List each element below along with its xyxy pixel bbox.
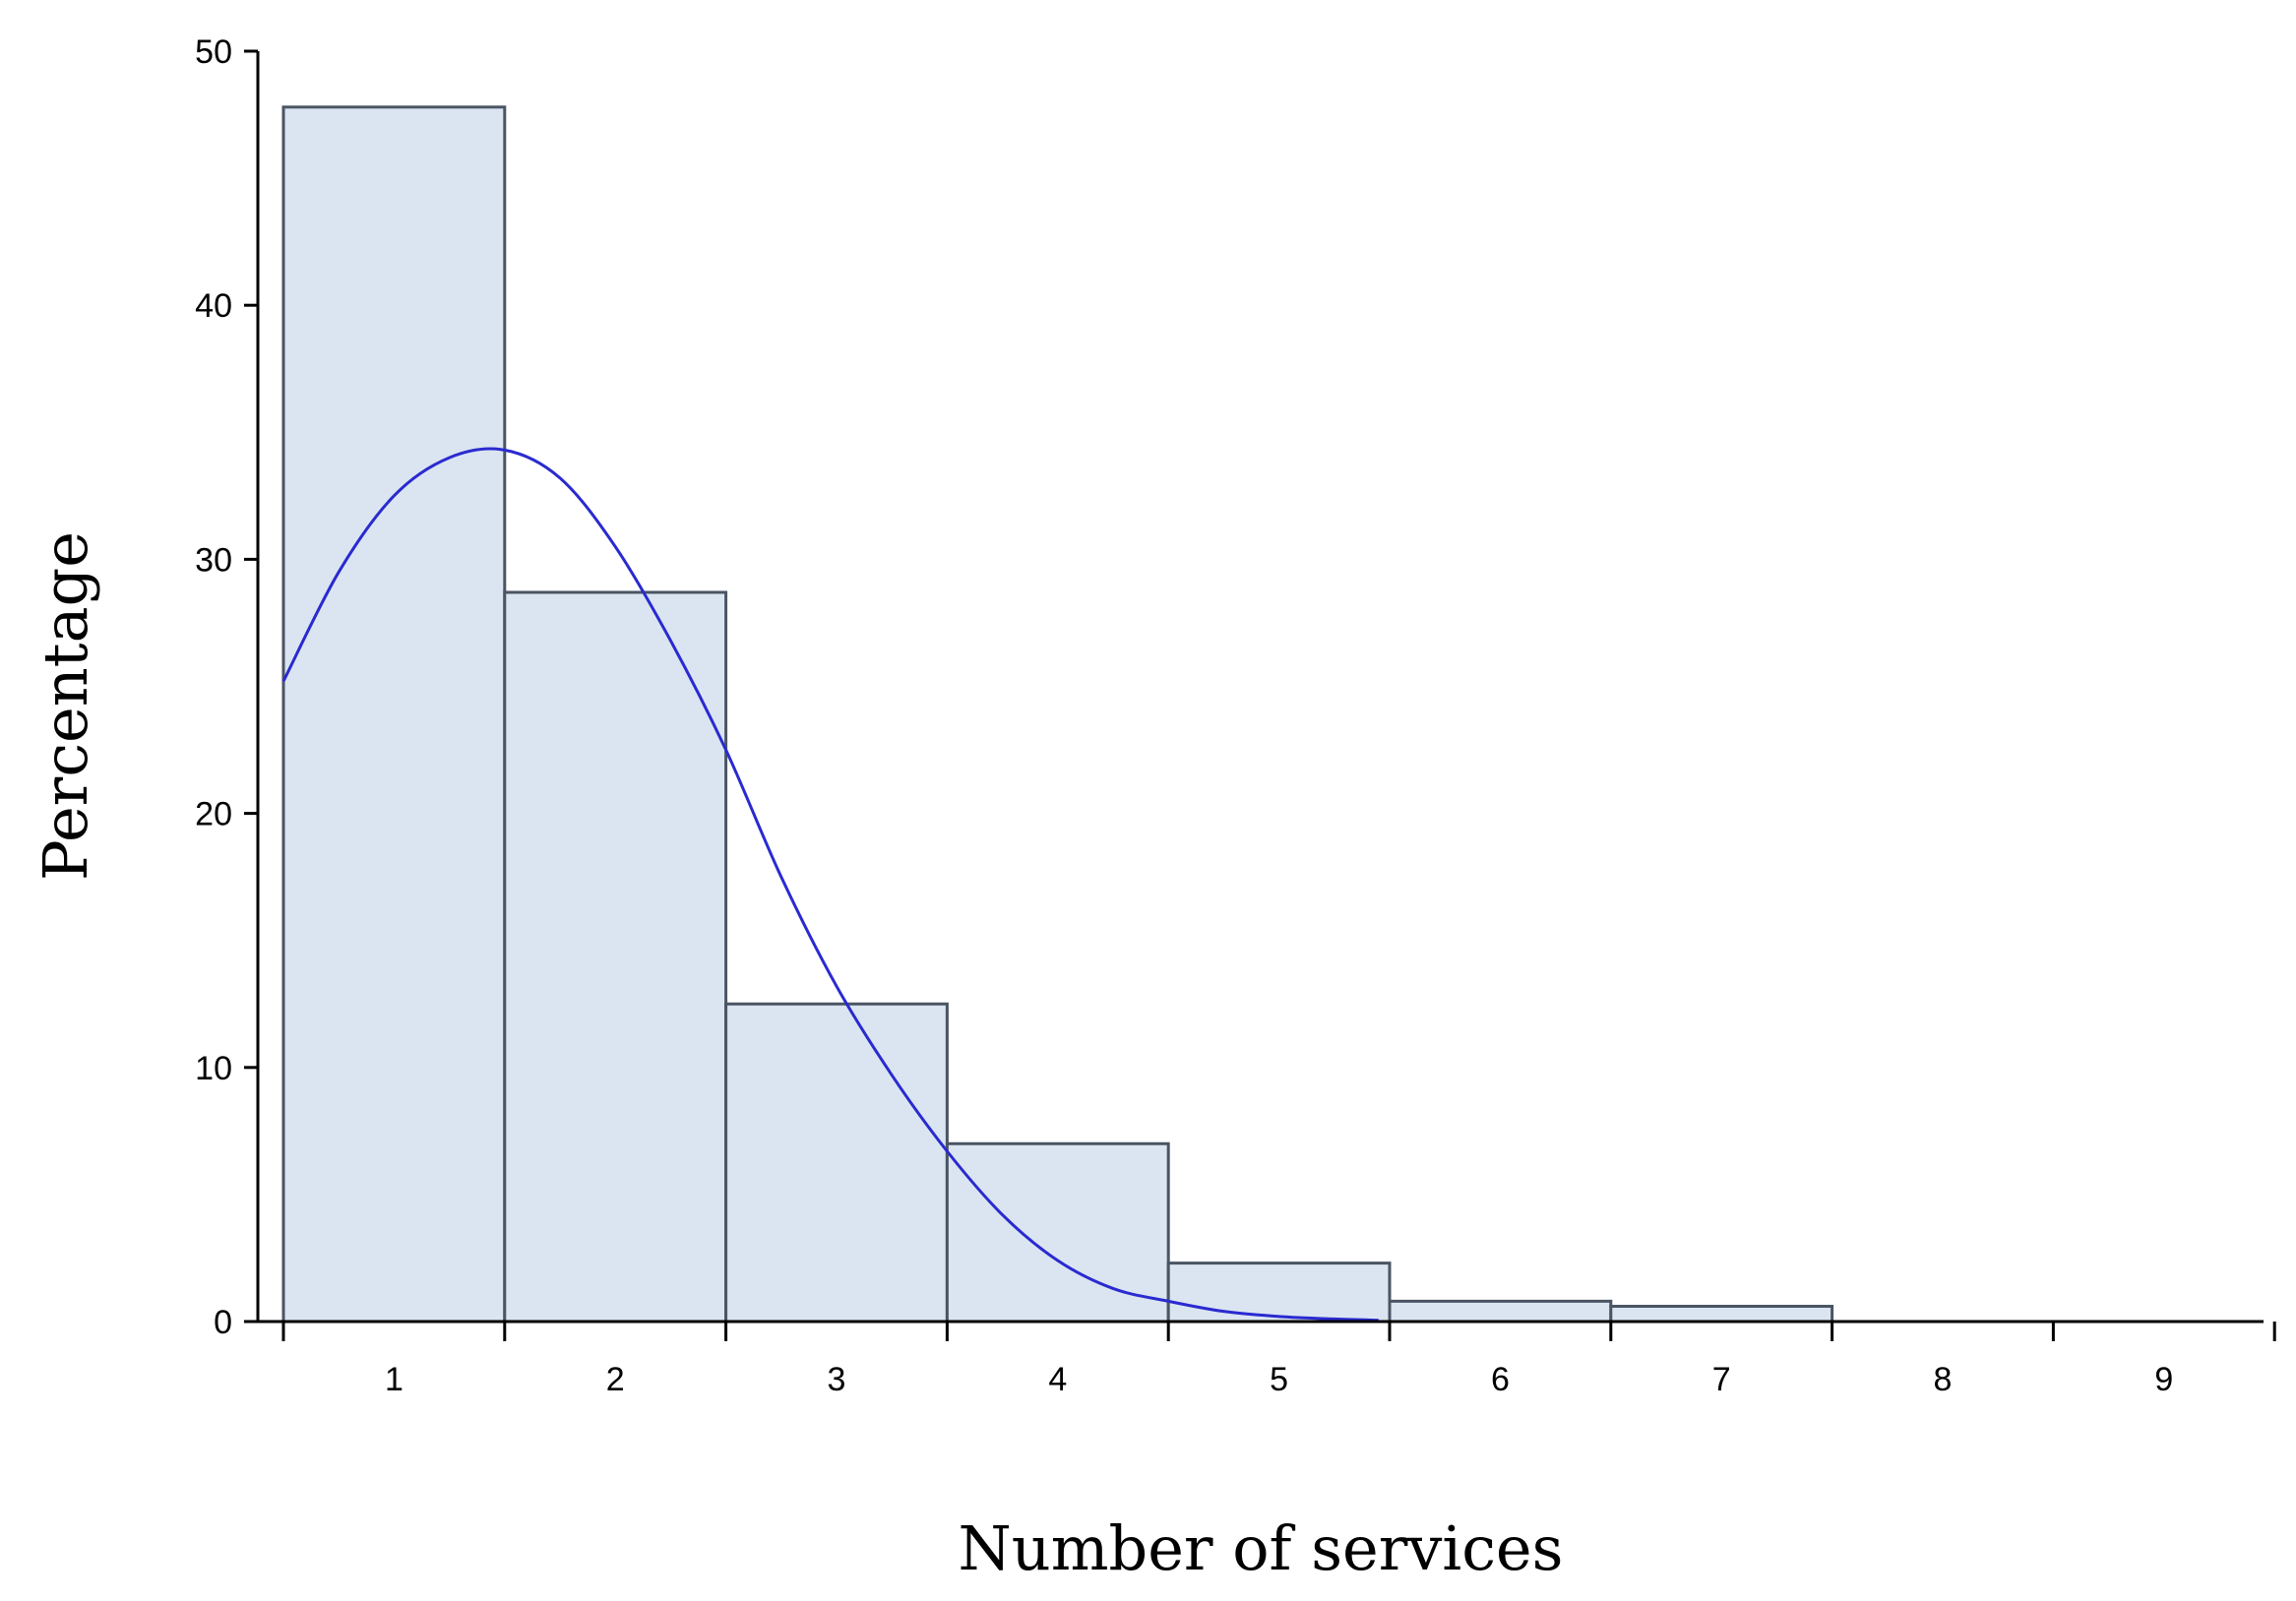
x-tick-label-1: 1 xyxy=(385,1361,403,1398)
y-ticks: 0 10 20 30 40 50 xyxy=(195,33,258,1341)
x-tick-label-8: 8 xyxy=(1934,1361,1953,1398)
y-tick-label-10: 10 xyxy=(195,1050,232,1087)
y-tick-label-0: 0 xyxy=(214,1304,232,1341)
x-ticks: 1 2 3 4 5 6 7 8 9 xyxy=(281,1322,2276,1398)
x-tick-label-4: 4 xyxy=(1048,1361,1067,1398)
density-curve-layer xyxy=(281,447,1379,1323)
y-axis-title: Percentage xyxy=(30,531,101,881)
x-tick-label-2: 2 xyxy=(606,1361,625,1398)
y-tick-label-30: 30 xyxy=(195,541,232,579)
x-tick-label-9: 9 xyxy=(2154,1361,2173,1398)
x-axis-title: Number of services xyxy=(959,1512,1564,1584)
x-tick-label-3: 3 xyxy=(828,1361,846,1398)
y-tick-label-20: 20 xyxy=(195,796,232,833)
bar-3 xyxy=(724,1002,949,1324)
y-tick-label-40: 40 xyxy=(195,287,232,325)
bar-5 xyxy=(1166,1262,1392,1324)
y-tick-label-50: 50 xyxy=(195,33,232,71)
bar-2 xyxy=(503,590,728,1324)
axes-layer xyxy=(256,51,2264,1324)
x-tick-label-7: 7 xyxy=(1712,1361,1731,1398)
x-tick-label-6: 6 xyxy=(1491,1361,1510,1398)
density-curve xyxy=(281,447,1379,1323)
bar-4 xyxy=(945,1141,1170,1324)
bar-7 xyxy=(1609,1305,1834,1324)
bar-6 xyxy=(1388,1299,1613,1324)
bars-layer xyxy=(281,105,1834,1324)
x-tick-label-5: 5 xyxy=(1270,1361,1288,1398)
bar-1 xyxy=(281,105,507,1324)
